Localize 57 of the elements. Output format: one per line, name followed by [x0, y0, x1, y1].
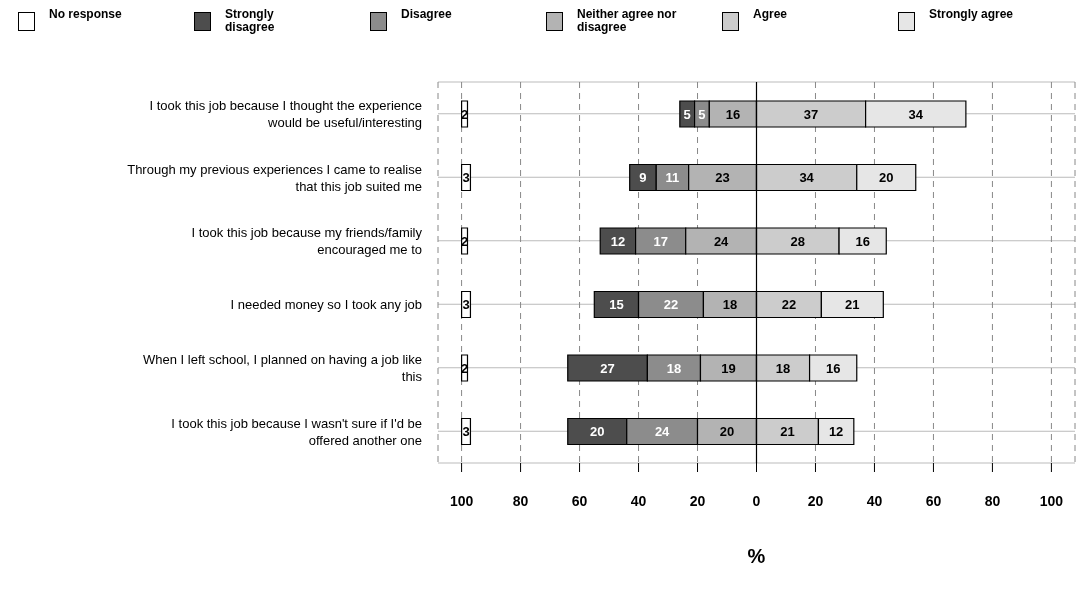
x-tick-label: 80	[512, 492, 529, 509]
data-label: 24	[654, 424, 671, 440]
data-label: 3	[462, 297, 470, 313]
data-label: 15	[609, 297, 624, 313]
y-tick-label: I took this job because I thought the experience would be useful/interesting	[149, 97, 422, 130]
data-label: 37	[803, 106, 819, 122]
data-label: 20	[719, 424, 735, 440]
x-tick-label: 20	[689, 492, 706, 509]
data-label: 18	[722, 297, 738, 313]
data-label: 21	[780, 424, 795, 440]
data-label: 34	[799, 170, 815, 186]
data-label: 9	[639, 170, 647, 186]
x-axis-title: %	[747, 545, 766, 567]
data-label: 16	[855, 233, 870, 249]
data-label: 20	[879, 170, 894, 186]
data-label: 17	[653, 233, 668, 249]
y-tick-label: I needed money so I took any job	[230, 296, 422, 312]
data-label: 3	[462, 170, 470, 186]
data-label: 5	[683, 106, 691, 122]
data-label: 22	[663, 297, 679, 313]
y-tick-label: I took this job because I wasn't sure if I'd be offered another one	[171, 415, 422, 448]
data-label: 5	[698, 106, 706, 122]
y-tick-label: Through my previous experiences I came to realise that this job suited me	[127, 161, 422, 194]
y-tick-label: I took this job because my friends/family encouraged me to	[191, 224, 423, 257]
x-tick-label: 60	[925, 492, 942, 509]
data-label: 28	[790, 233, 806, 249]
data-label: 12	[610, 233, 626, 249]
x-tick-label: 40	[866, 492, 883, 509]
data-label: 18	[775, 360, 791, 376]
data-label: 21	[845, 297, 860, 313]
x-tick-label: 100	[1039, 492, 1064, 509]
x-tick-label: 100	[449, 492, 474, 509]
legend-label: No response	[49, 7, 123, 21]
data-label: 27	[600, 360, 615, 376]
x-tick-label: 0	[752, 492, 761, 509]
data-label: 12	[828, 424, 844, 440]
x-tick-label: 40	[630, 492, 647, 509]
data-label: 16	[725, 106, 741, 122]
y-tick-label: When I left school, I planned on having a job like this	[143, 351, 423, 384]
x-tick-label: 60	[571, 492, 588, 509]
data-label: 20	[590, 424, 605, 440]
data-label: 24	[713, 233, 730, 249]
data-label: 19	[721, 360, 736, 376]
data-label: 23	[715, 170, 730, 186]
legend-label: Neither agree nor disagree	[577, 7, 677, 34]
x-tick-label: 80	[984, 492, 1001, 509]
data-label: 34	[908, 106, 924, 122]
data-label: 16	[825, 360, 841, 376]
legend-label: Strongly agree	[929, 7, 1015, 21]
data-label: 22	[781, 297, 797, 313]
legend-label: Agree	[753, 7, 788, 21]
data-label: 11	[665, 170, 680, 186]
data-label: 3	[462, 424, 470, 440]
legend-label: Strongly disagree	[225, 7, 276, 34]
x-tick-label: 20	[807, 492, 824, 509]
legend-label: Disagree	[401, 7, 453, 21]
data-label: 18	[666, 360, 682, 376]
